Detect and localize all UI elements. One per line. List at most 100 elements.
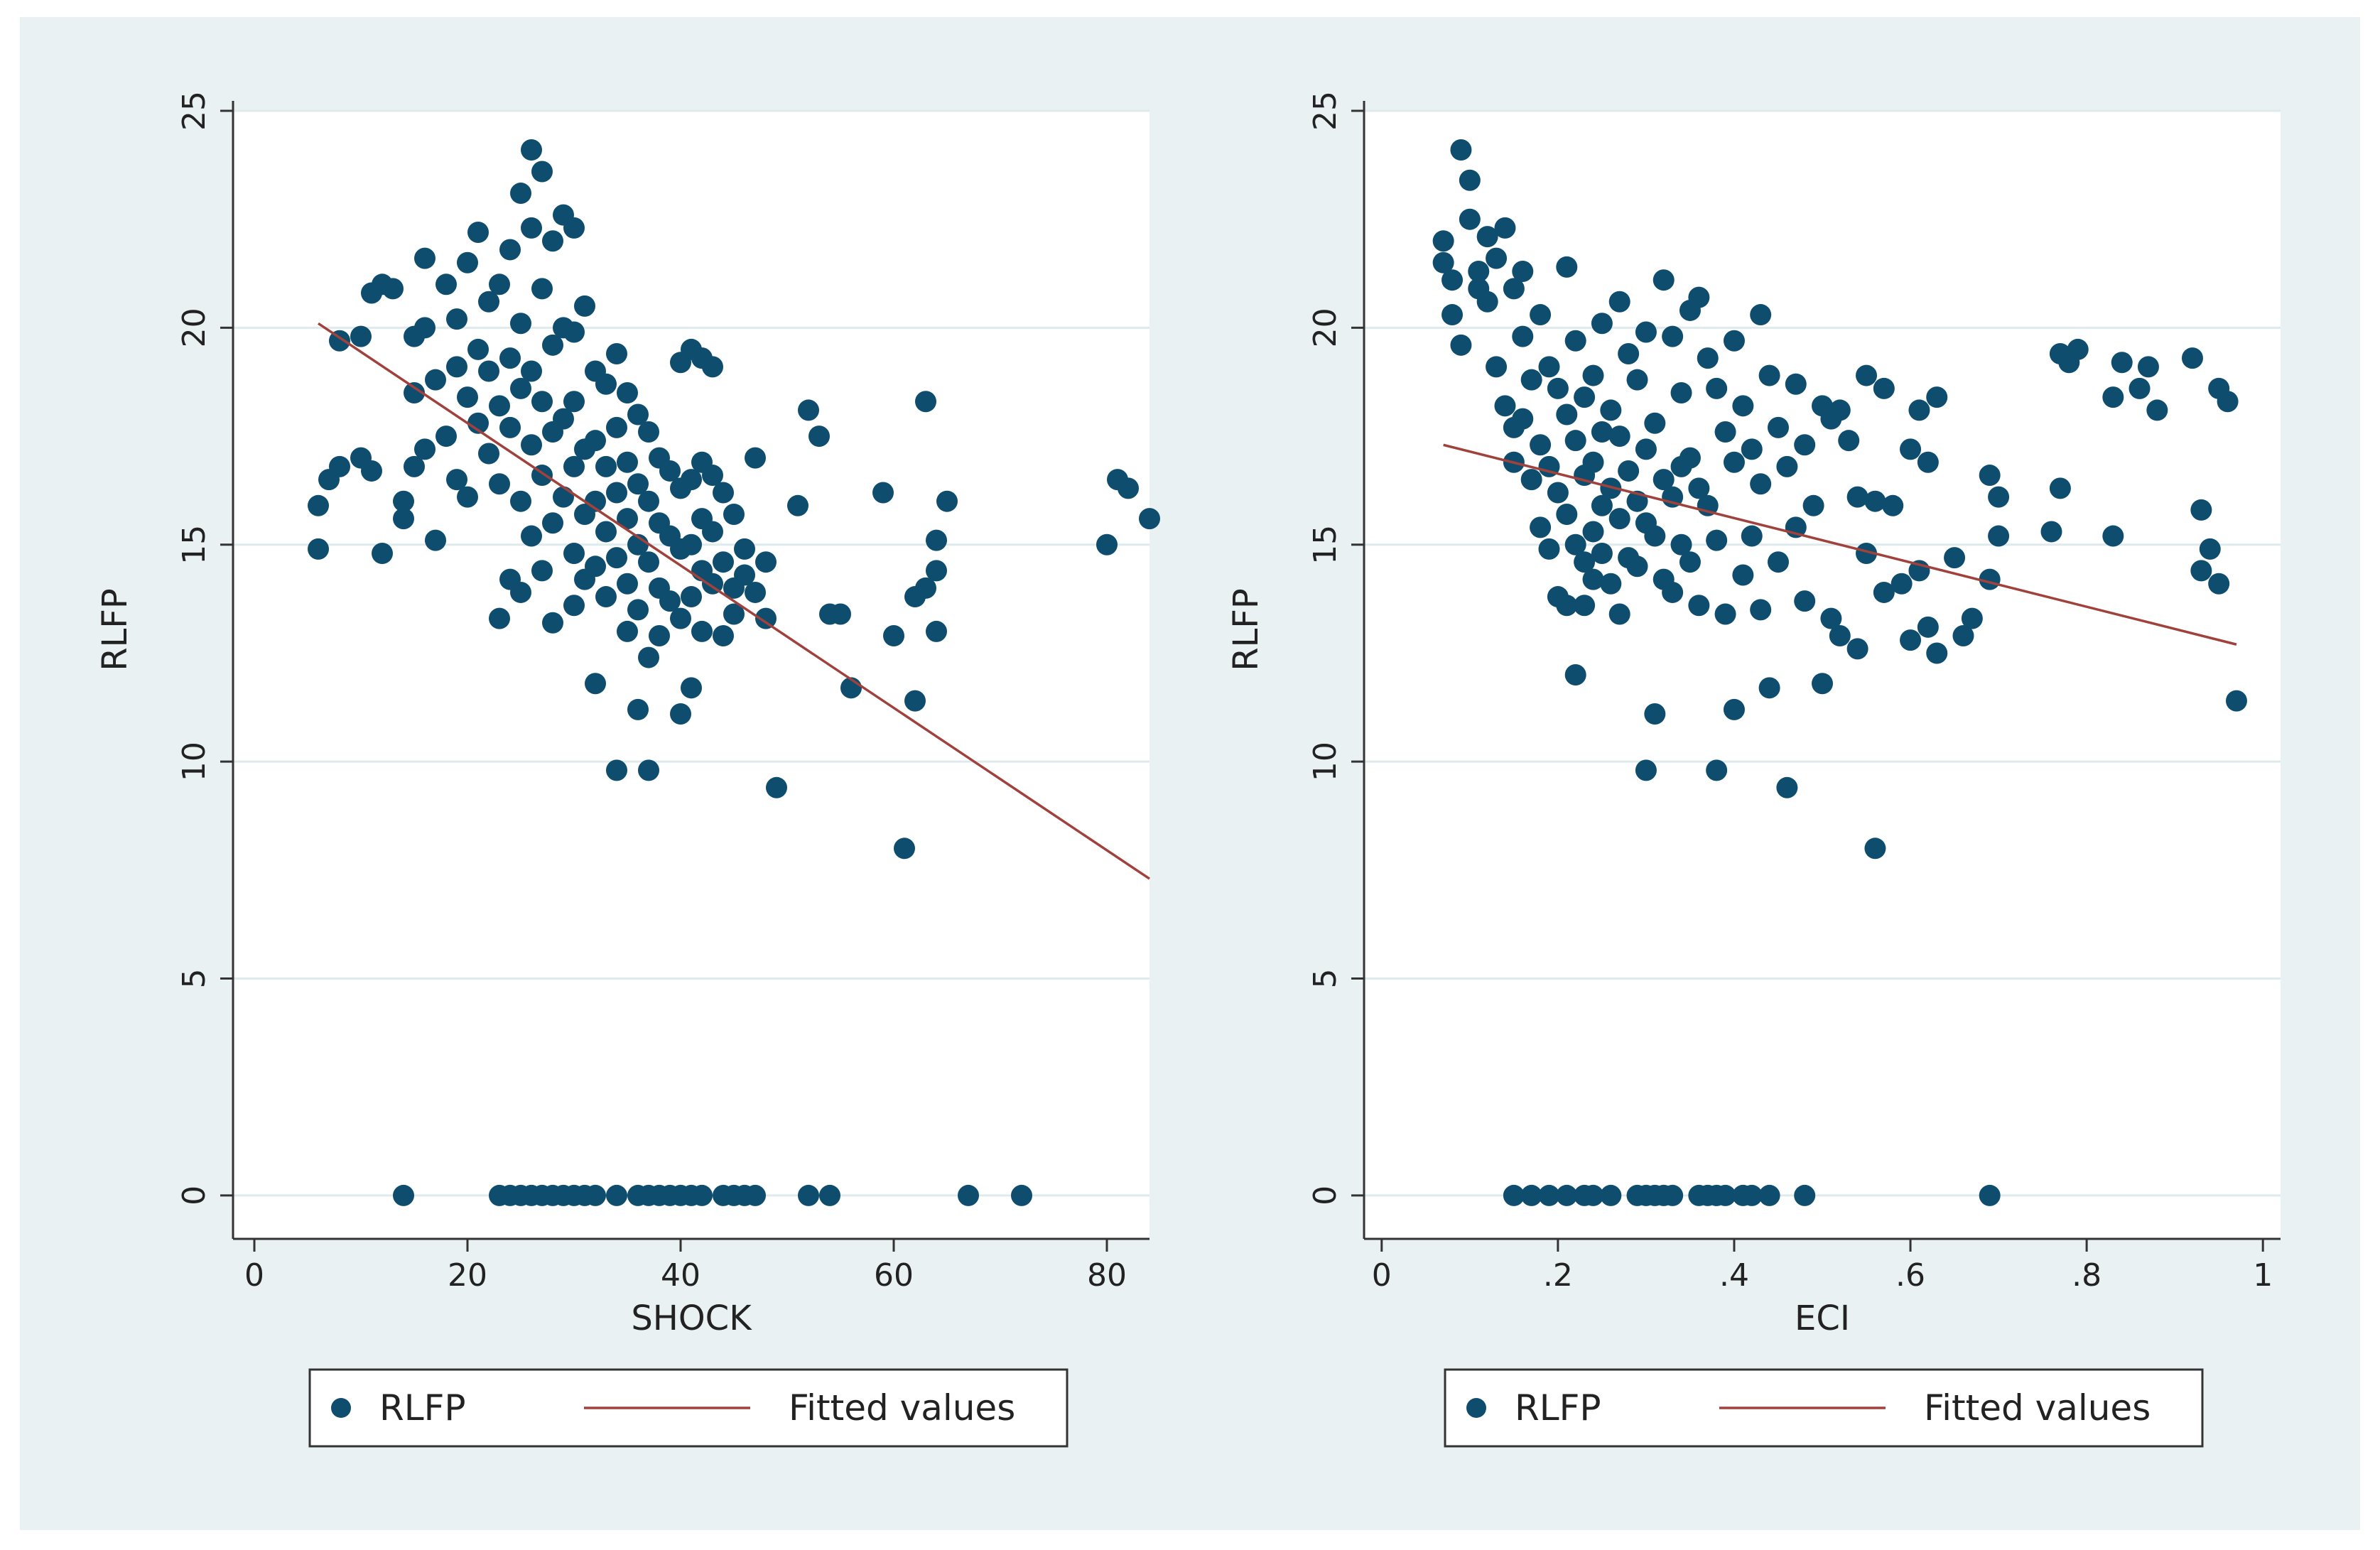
data-point xyxy=(467,412,489,434)
data-point xyxy=(510,490,531,512)
data-point xyxy=(1512,325,1534,347)
data-point xyxy=(1812,673,1833,695)
y-tick-label: 10 xyxy=(176,742,212,781)
data-point xyxy=(1741,1184,1763,1206)
data-point xyxy=(1662,325,1684,347)
data-point xyxy=(457,386,478,408)
data-point xyxy=(894,838,915,860)
data-point xyxy=(1618,343,1640,365)
data-point xyxy=(638,490,659,512)
data-point xyxy=(1512,260,1534,282)
data-point xyxy=(436,426,457,448)
data-point xyxy=(1846,638,1868,660)
data-point xyxy=(457,486,478,508)
data-point xyxy=(1697,347,1719,369)
data-point xyxy=(1635,321,1657,343)
data-point xyxy=(1873,581,1895,603)
data-point xyxy=(1476,226,1498,248)
data-point xyxy=(1900,438,1922,460)
data-point xyxy=(404,382,425,403)
data-point xyxy=(1714,421,1736,443)
data-point xyxy=(467,338,489,360)
y-tick-label: 10 xyxy=(1307,742,1343,781)
data-point xyxy=(617,382,638,403)
data-point xyxy=(1556,403,1578,426)
data-point xyxy=(1574,595,1596,617)
data-point xyxy=(617,573,638,595)
data-point xyxy=(1494,217,1516,239)
data-point xyxy=(1785,373,1807,395)
data-point xyxy=(659,590,681,612)
data-point xyxy=(1741,525,1763,547)
x-tick-label: 20 xyxy=(448,1257,487,1294)
data-point xyxy=(1486,356,1508,378)
data-point xyxy=(1459,169,1481,191)
data-point xyxy=(510,183,531,205)
data-point xyxy=(819,1184,840,1206)
data-point xyxy=(1591,421,1613,443)
y-tick-label: 15 xyxy=(176,525,212,565)
data-point xyxy=(1530,434,1552,456)
data-point xyxy=(1608,291,1630,313)
data-point xyxy=(1450,139,1472,161)
data-point xyxy=(553,408,574,430)
data-point xyxy=(1591,494,1613,516)
data-point xyxy=(563,217,585,239)
data-point xyxy=(1758,677,1780,699)
data-point xyxy=(1608,508,1630,530)
data-point xyxy=(627,403,649,426)
data-point xyxy=(531,278,553,300)
data-point xyxy=(1758,364,1780,386)
data-point xyxy=(1908,399,1930,421)
data-point xyxy=(563,455,585,477)
x-tick-label: 1 xyxy=(2253,1257,2273,1294)
data-point xyxy=(1618,460,1640,482)
data-point xyxy=(1732,564,1754,586)
y-axis-title: RLFP xyxy=(1226,588,1266,671)
data-point xyxy=(595,586,617,608)
x-tick-label: 0 xyxy=(1372,1257,1392,1294)
data-point xyxy=(1468,260,1490,282)
data-point xyxy=(1679,551,1701,573)
data-point xyxy=(563,391,585,413)
data-point xyxy=(1741,438,1763,460)
data-point xyxy=(531,560,553,582)
data-point xyxy=(1591,313,1613,335)
data-point xyxy=(1011,1184,1032,1206)
x-axis-title: ECI xyxy=(1795,1299,1850,1338)
data-point xyxy=(531,161,553,183)
data-point xyxy=(1556,256,1578,278)
x-tick-label: .4 xyxy=(1719,1257,1749,1294)
y-tick-label: 0 xyxy=(176,1186,212,1205)
data-point xyxy=(638,759,659,781)
data-point xyxy=(926,620,947,642)
data-point xyxy=(1635,438,1657,460)
data-point xyxy=(1670,533,1692,555)
data-point xyxy=(499,239,521,261)
data-point xyxy=(1096,533,1118,555)
data-point xyxy=(606,759,627,781)
y-tick-label: 0 xyxy=(1307,1186,1343,1205)
data-point xyxy=(617,620,638,642)
data-point xyxy=(926,529,947,551)
data-point xyxy=(1644,703,1666,725)
data-point xyxy=(1662,581,1684,603)
data-point xyxy=(595,455,617,477)
data-point xyxy=(798,1184,819,1206)
data-point xyxy=(542,334,563,356)
data-point xyxy=(723,603,745,625)
y-tick-label: 15 xyxy=(1307,525,1343,565)
data-point xyxy=(478,291,499,313)
data-point xyxy=(1538,1184,1560,1206)
data-point xyxy=(1538,538,1560,560)
data-point xyxy=(404,455,425,477)
y-tick-label: 20 xyxy=(176,308,212,347)
data-point xyxy=(681,586,702,608)
data-point xyxy=(510,313,531,335)
data-point xyxy=(361,460,382,482)
data-point xyxy=(478,360,499,382)
data-point xyxy=(1679,447,1701,469)
data-point xyxy=(1520,469,1542,491)
data-point xyxy=(425,369,446,391)
data-point xyxy=(1802,494,1824,516)
